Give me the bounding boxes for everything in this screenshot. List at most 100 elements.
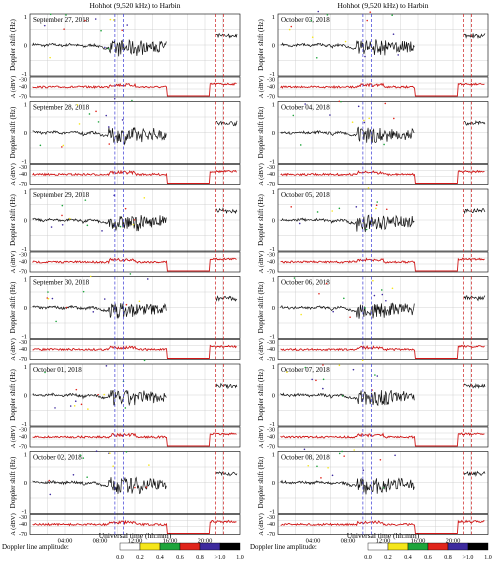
colorbar-swatch (367, 542, 389, 551)
doppler-dot (393, 117, 395, 120)
amplitude-y-axis-label: A (dBV) (10, 163, 17, 186)
doppler-dot (397, 54, 399, 56)
colorbar-label: Doppler line amplitude: (2, 543, 69, 551)
doppler-trace (463, 120, 486, 126)
amplitude-y-tick-label: -70 (267, 357, 275, 363)
doppler-y-tick-label: -1 (270, 71, 275, 78)
amplitude-y-tick-label: -30 (19, 428, 27, 434)
doppler-axes (277, 188, 489, 252)
amplitude-y-tick-label: -70 (19, 95, 27, 101)
doppler-dot (375, 204, 378, 207)
doppler-trace (280, 126, 415, 144)
doppler-trace (215, 295, 238, 302)
doppler-y-tick-label: 1 (272, 277, 275, 284)
doppler-dot (104, 46, 106, 49)
left-column-title: Hohhot (9,520 kHz) to Harbin (89, 1, 180, 10)
doppler-axes (29, 363, 241, 427)
doppler-dot (47, 297, 50, 300)
colorbar-swatch (467, 542, 489, 551)
amplitude-axes (277, 426, 489, 448)
doppler-dot (121, 119, 124, 121)
doppler-dot (329, 114, 331, 116)
amplitude-axes (29, 164, 241, 185)
amplitude-axes (29, 514, 241, 535)
doppler-dot (299, 144, 302, 146)
doppler-dot (55, 320, 57, 323)
doppler-dot (87, 408, 89, 410)
doppler-dot (76, 104, 79, 106)
doppler-y-tick-label: 1 (24, 364, 27, 371)
doppler-dot (326, 14, 329, 16)
amplitude-y-tick-label: -40 (19, 85, 27, 91)
doppler-y-tick-label: 0 (24, 43, 27, 50)
doppler-dot (131, 99, 133, 102)
doppler-y-tick-label: 0 (272, 130, 275, 137)
doppler-dot (338, 100, 341, 103)
doppler-y-tick-label: -1 (22, 334, 27, 341)
amplitude-y-axis-label: A (dBV) (10, 426, 17, 449)
amplitude-y-tick-label: -40 (267, 260, 275, 266)
doppler-y-tick-label: 0 (272, 393, 275, 400)
doppler-dot (54, 407, 56, 409)
amplitude-y-tick-label: -70 (267, 445, 275, 451)
amplitude-y-tick-label: -30 (19, 165, 27, 171)
amplitude-trace (280, 432, 485, 447)
doppler-trace (32, 38, 167, 57)
doppler-trace (463, 207, 486, 215)
doppler-dot (133, 219, 136, 221)
doppler-dot (362, 469, 365, 472)
doppler-dot (384, 102, 387, 105)
doppler-dot (61, 146, 63, 148)
doppler-axes (277, 276, 489, 339)
doppler-axes (29, 101, 241, 164)
doppler-dot (357, 105, 360, 108)
doppler-trace (32, 476, 167, 495)
panel-date-label: October 01, 2018 (33, 366, 82, 374)
amplitude-axes (29, 339, 241, 360)
doppler-dot (353, 449, 356, 451)
doppler-dot (331, 210, 334, 212)
doppler-trace (32, 390, 167, 407)
doppler-y-axis-label: Doppler shift (Hz) (257, 281, 265, 333)
panel-date-label: October 06, 2018 (281, 279, 330, 287)
doppler-dot (315, 57, 318, 59)
doppler-dot (129, 273, 132, 275)
panel: September 27, 2018 1 0 -1-30-40 -70 Doppler s… (9, 13, 241, 101)
doppler-trace (32, 215, 167, 232)
panel-date-label: October 03, 2018 (281, 16, 330, 24)
doppler-dot (119, 225, 122, 228)
doppler-axes (277, 101, 489, 164)
doppler-dot (292, 114, 295, 117)
doppler-dot (369, 11, 372, 13)
doppler-dot (134, 486, 136, 489)
doppler-dot (315, 379, 317, 382)
doppler-y-tick-label: -1 (270, 246, 275, 253)
doppler-dot (61, 214, 63, 217)
doppler-dot (352, 368, 355, 371)
x-tick-label: 12:00 (376, 538, 391, 545)
doppler-trace (215, 471, 238, 477)
amplitude-y-tick-label: -70 (19, 532, 27, 538)
doppler-axes (277, 363, 489, 427)
doppler-dot (39, 144, 42, 147)
doppler-dot (50, 226, 53, 228)
colorbar-tick-label: 1.0 (236, 555, 244, 561)
doppler-dot (80, 403, 83, 406)
amplitude-trace (280, 82, 485, 97)
amplitude-y-axis-label: A (dBV) (258, 338, 265, 361)
doppler-y-tick-label: 0 (24, 480, 27, 487)
doppler-dot (300, 313, 302, 316)
doppler-dot (372, 279, 374, 282)
colorbar-tick-label: 1.0 (484, 555, 492, 561)
x-tick-label: 12:00 (128, 538, 143, 545)
amplitude-y-tick-label: -30 (19, 78, 27, 84)
amplitude-trace (32, 344, 237, 359)
colorbar-tick-label: 0.8 (196, 555, 204, 561)
doppler-dot (288, 28, 291, 31)
doppler-dot (46, 297, 49, 299)
doppler-dot (49, 493, 52, 496)
amplitude-y-tick-label: -70 (19, 182, 27, 188)
colorbar-tick-label: 0.0 (116, 555, 124, 561)
